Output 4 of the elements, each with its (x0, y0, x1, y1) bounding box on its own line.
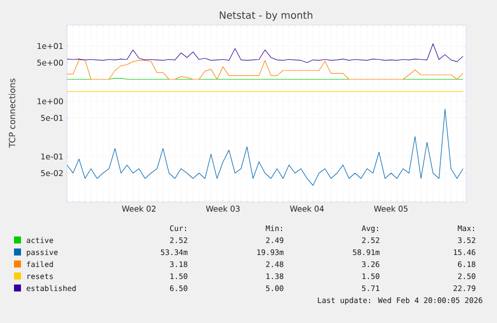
chart-title: Netstat - by month (220, 11, 312, 21)
y-axis-title: TCP connections (8, 78, 16, 148)
line-series (67, 43, 464, 63)
line-series (67, 108, 464, 186)
